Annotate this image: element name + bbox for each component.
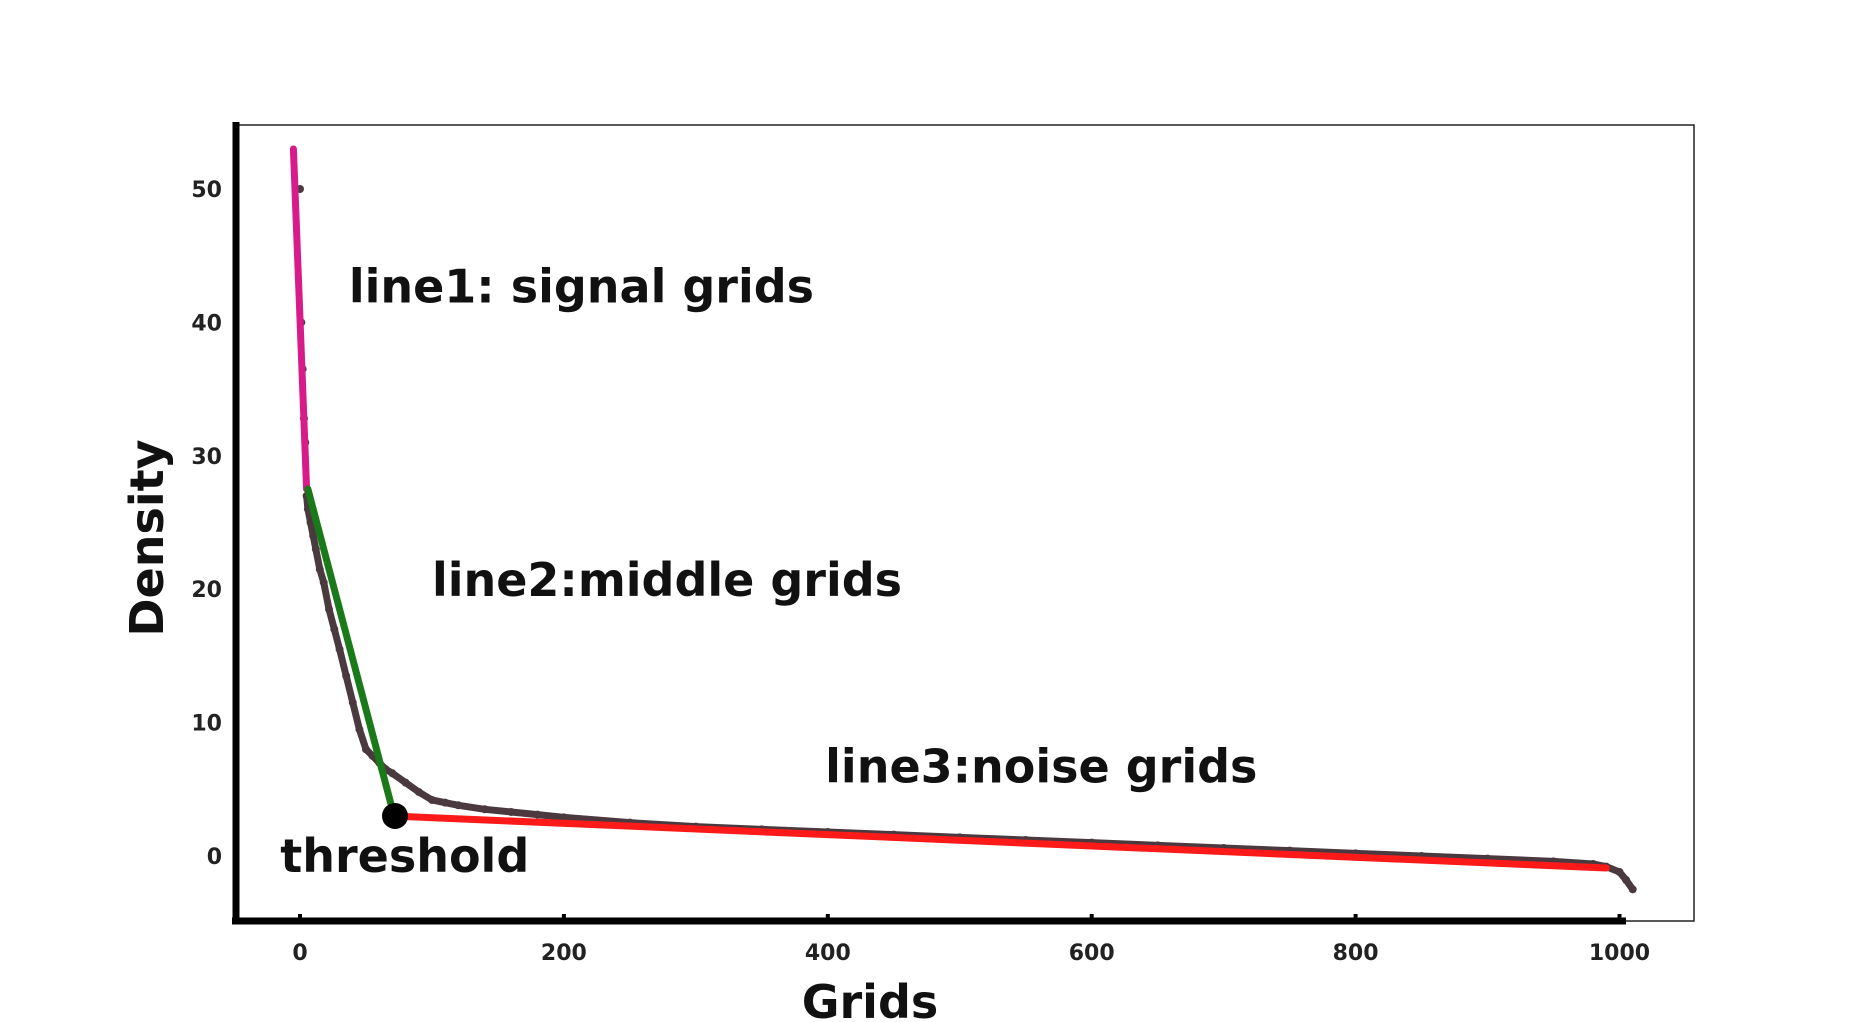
data-point: [325, 605, 334, 614]
data-point: [315, 565, 324, 574]
y-tick-label: 30: [191, 445, 222, 470]
tick-group: 0 200 400 600 800 1000 0 10 20 30 40 50: [191, 178, 1650, 966]
line3-fit-line: [388, 812, 1610, 872]
threshold-point: [382, 802, 409, 829]
data-point: [414, 787, 423, 796]
data-point: [319, 578, 328, 587]
data-point: [330, 625, 339, 634]
data-point: [1615, 868, 1624, 877]
annotation-label: line3:noise grids: [825, 740, 1257, 794]
data-point: [335, 645, 344, 654]
annotation-label: line2:middle grids: [432, 553, 902, 607]
data-point: [533, 810, 542, 819]
data-point: [401, 778, 410, 787]
data-point: [480, 805, 489, 814]
data-point: [441, 798, 450, 807]
data-point: [342, 671, 351, 680]
data-point: [306, 518, 315, 527]
x-tick-label: 200: [541, 941, 587, 966]
data-point: [507, 807, 516, 816]
data-point: [361, 745, 370, 754]
line1-fit-line: [289, 145, 311, 493]
data-point: [388, 769, 397, 778]
line2-fit-line: [304, 485, 396, 813]
y-tick-label: 20: [191, 578, 222, 603]
y-tick-label: 0: [207, 845, 222, 870]
x-tick-label: 400: [805, 941, 851, 966]
data-point: [1628, 885, 1637, 894]
x-tick-label: 800: [1333, 941, 1379, 966]
y-tick-label: 40: [191, 311, 222, 336]
y-tick-label: 50: [191, 178, 222, 203]
threshold-marker-group: [382, 802, 409, 829]
annotation-label: threshold: [280, 829, 529, 883]
fit-lines: [289, 145, 1610, 872]
data-point: [454, 801, 463, 810]
annotation-label: line1: signal grids: [349, 259, 814, 313]
data-point: [1622, 876, 1631, 885]
data-point: [355, 725, 364, 734]
x-tick-label: 0: [292, 941, 307, 966]
x-axis-title: Grids: [802, 975, 939, 1022]
data-point: [427, 795, 436, 804]
data-point: [309, 531, 318, 540]
y-axis-title: Density: [120, 439, 174, 636]
x-tick-label: 600: [1069, 941, 1115, 966]
data-point: [559, 813, 568, 822]
y-tick-label: 10: [191, 712, 222, 737]
data-point: [348, 698, 357, 707]
annotations: line1: signal grids line2:middle grids lin…: [280, 259, 1257, 883]
data-point: [311, 545, 320, 554]
x-tick-label: 1000: [1589, 941, 1650, 966]
